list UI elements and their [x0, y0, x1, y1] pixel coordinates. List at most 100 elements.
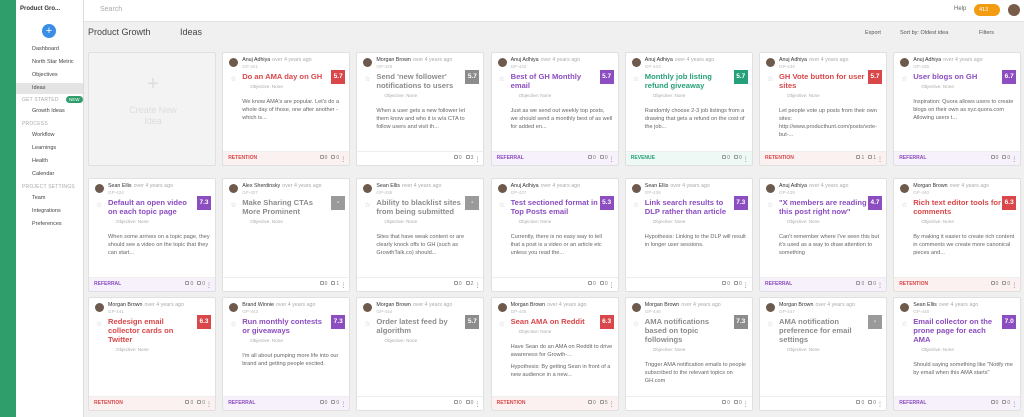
idea-title[interactable]: "X members are reading this post right n…: [779, 198, 867, 216]
star[interactable]: ☆: [96, 202, 103, 209]
idea-card[interactable]: Anuj Adhiya over 4 years ago GP-432 ☆ Best o…: [490, 52, 619, 166]
idea-card[interactable]: Sean Ellis over 4 years ago GP-424 ☆ Default…: [88, 178, 216, 292]
star[interactable]: ☆: [498, 76, 505, 83]
nav-item[interactable]: Learnings: [32, 145, 57, 151]
idea-card[interactable]: Anuj Adhiya over 4 years ago GP-439 ☆ "X mem…: [759, 178, 887, 292]
idea-card[interactable]: Sean Ellis over 4 years ago GP-448 ☆ Email c…: [893, 297, 1022, 411]
nav-item[interactable]: Preferences: [32, 221, 62, 227]
more-menu[interactable]: ⋮: [877, 402, 883, 408]
star[interactable]: ☆: [767, 76, 774, 83]
star[interactable]: ☆: [767, 202, 774, 209]
idea-card[interactable]: Brand Winnie over 4 years ago GP-443 ☆ Run m…: [222, 297, 351, 411]
sort-button[interactable]: Sort by: Oldest idea: [900, 30, 949, 36]
more-menu[interactable]: ⋮: [474, 157, 481, 163]
star[interactable]: ☆: [230, 76, 237, 83]
idea-card[interactable]: Morgan Brown over 4 years ago GP-447 ☆ AMA n…: [759, 297, 887, 411]
idea-card[interactable]: Anuj Adhiya over 4 years ago GP-421 ☆ Do an …: [222, 52, 351, 166]
more-menu[interactable]: ⋮: [1011, 157, 1018, 163]
star[interactable]: ☆: [901, 76, 908, 83]
more-menu[interactable]: ⋮: [877, 157, 883, 163]
nav-item[interactable]: Workflow: [32, 132, 55, 138]
idea-card[interactable]: Anuj Adhiya over 4 years ago GP-435 ☆ User b…: [893, 52, 1022, 166]
more-menu[interactable]: ⋮: [742, 157, 749, 163]
idea-title[interactable]: Order latest feed by algorithm: [376, 317, 448, 335]
nav-item[interactable]: Growth Ideas: [32, 108, 65, 114]
star[interactable]: ☆: [230, 321, 237, 328]
idea-title[interactable]: Rich text editor tools for comments: [913, 198, 1001, 216]
star[interactable]: ☆: [901, 202, 908, 209]
idea-card[interactable]: Morgan Brown over 4 years ago GP-429 ☆ Send …: [356, 52, 485, 166]
more-menu[interactable]: ⋮: [1011, 283, 1018, 289]
workspace-name[interactable]: Product Gro...: [20, 6, 61, 12]
star[interactable]: ☆: [230, 202, 237, 209]
create-card[interactable]: + Create New Idea: [88, 52, 216, 166]
star[interactable]: ☆: [901, 321, 908, 328]
filters-button[interactable]: Filters: [979, 30, 994, 36]
idea-title[interactable]: AMA notification preference for email se…: [779, 317, 852, 344]
nav-item[interactable]: Objectives: [32, 72, 58, 78]
user-avatar[interactable]: [1008, 4, 1020, 16]
more-menu[interactable]: ⋮: [1011, 402, 1018, 408]
star[interactable]: ☆: [364, 202, 371, 209]
notifications-badge[interactable]: 413: [974, 4, 1000, 16]
idea-title[interactable]: Link search results to DLP rather than a…: [644, 198, 727, 216]
more-menu[interactable]: ⋮: [742, 283, 749, 289]
idea-title[interactable]: User blogs on GH: [913, 72, 978, 81]
idea-title[interactable]: Email collector on the prone page for ea…: [913, 317, 993, 344]
idea-title[interactable]: AMA notifications based on topic followi…: [644, 317, 710, 344]
idea-title[interactable]: Monthly job listing refund giveaway: [644, 72, 712, 90]
more-menu[interactable]: ⋮: [474, 402, 481, 408]
idea-title[interactable]: Run monthly contests or giveaways: [242, 317, 322, 335]
more-menu[interactable]: ⋮: [608, 402, 615, 408]
nav-item[interactable]: Team: [32, 195, 46, 201]
export-button[interactable]: Export: [865, 30, 881, 36]
nav-item[interactable]: North Star Metric: [32, 59, 74, 65]
search[interactable]: Search: [100, 6, 123, 13]
help-link[interactable]: Help: [954, 6, 967, 12]
idea-card[interactable]: Morgan Brown over 4 years ago GP-446 ☆ AMA n…: [624, 297, 753, 411]
star[interactable]: ☆: [767, 321, 774, 328]
nav-item[interactable]: Health: [32, 158, 48, 164]
project-title[interactable]: Product Growth: [88, 27, 151, 37]
more-menu[interactable]: ⋮: [340, 402, 347, 408]
idea-title[interactable]: Test sectioned format in Top Posts email: [510, 198, 598, 216]
idea-title[interactable]: Best of GH Monthly email: [510, 72, 582, 90]
more-menu[interactable]: ⋮: [340, 283, 347, 289]
more-menu[interactable]: ⋮: [340, 157, 347, 163]
idea-card[interactable]: Alex Sherdinsky over 4 years ago GP-427 ☆ Ma…: [222, 178, 351, 292]
idea-card[interactable]: Sean Ellis over 4 years ago GP-436 ☆ Ability…: [356, 178, 485, 292]
star[interactable]: ☆: [632, 76, 640, 83]
more-menu[interactable]: ⋮: [877, 283, 883, 289]
star[interactable]: ☆: [632, 321, 640, 328]
add-button[interactable]: +: [42, 24, 56, 38]
star[interactable]: ☆: [96, 321, 103, 328]
idea-card[interactable]: Anuj Adhiya over 4 years ago GP-433 ☆ Monthl…: [624, 52, 753, 166]
more-menu[interactable]: ⋮: [206, 402, 212, 408]
more-menu[interactable]: ⋮: [474, 283, 481, 289]
nav-item[interactable]: Calendar: [32, 171, 55, 177]
idea-card[interactable]: Morgan Brown over 4 years ago GP-440 ☆ Rich …: [893, 178, 1022, 292]
idea-title[interactable]: Default an open video on each topic page: [108, 198, 187, 216]
more-menu[interactable]: ⋮: [608, 157, 615, 163]
star[interactable]: ☆: [632, 202, 640, 209]
nav-item[interactable]: Integrations: [32, 208, 61, 214]
idea-card[interactable]: Anuj Adhiya over 4 years ago GP-437 ☆ Test s…: [490, 178, 619, 292]
more-menu[interactable]: ⋮: [742, 402, 749, 408]
idea-card[interactable]: Anuj Adhiya over 4 years ago GP-434 ☆ GH Vot…: [759, 52, 887, 166]
idea-card[interactable]: Morgan Brown over 4 years ago GP-444 ☆ Order…: [356, 297, 485, 411]
star[interactable]: ☆: [364, 321, 371, 328]
idea-title[interactable]: Make Sharing CTAs More Prominent: [242, 198, 313, 216]
more-menu[interactable]: ⋮: [206, 283, 212, 289]
star[interactable]: ☆: [498, 202, 505, 209]
idea-card[interactable]: Morgan Brown over 4 years ago GP-441 ☆ Redes…: [88, 297, 216, 411]
idea-title[interactable]: Sean AMA on Reddit: [510, 317, 585, 326]
star[interactable]: ☆: [498, 321, 505, 328]
idea-title[interactable]: Send 'new follower' notifications to use…: [376, 72, 454, 90]
idea-title[interactable]: Do an AMA day on GH: [242, 72, 323, 81]
idea-title[interactable]: Ability to blacklist sites from being su…: [376, 198, 461, 216]
idea-card[interactable]: Sean Ellis over 4 years ago GP-438 ☆ Link se…: [624, 178, 753, 292]
view-title[interactable]: Ideas: [180, 27, 203, 37]
idea-card[interactable]: Morgan Brown over 4 years ago GP-445 ☆ Sean …: [490, 297, 619, 411]
more-menu[interactable]: ⋮: [608, 283, 615, 289]
nav-item[interactable]: Ideas: [16, 83, 83, 94]
